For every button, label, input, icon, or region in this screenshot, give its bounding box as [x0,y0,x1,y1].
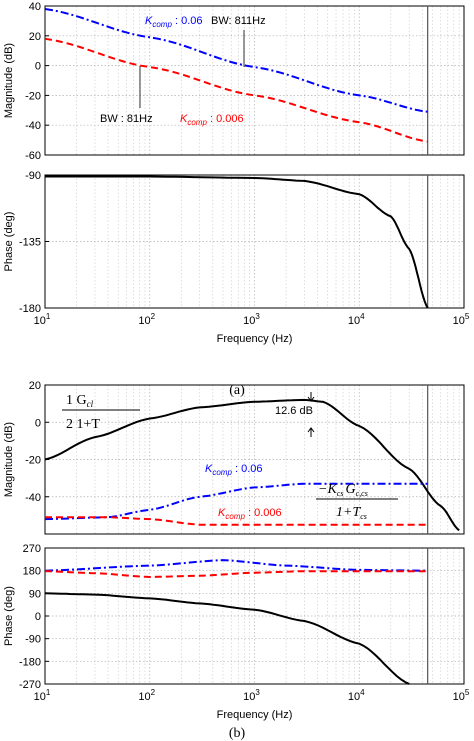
b-phase-grid [45,548,464,684]
b-phase-xtick-label: 101 [34,688,51,703]
legend-kcomp-0006-a: Kcomp : 0.006 [180,113,244,127]
b-phase-ylabel: Phase (deg) [3,586,15,646]
a-phase-xtick-label: 104 [348,312,365,327]
b-magnitude-ytick-label: -40 [25,492,41,504]
a-magnitude-ytick-label: 0 [35,61,41,73]
a-magnitude-grid [45,6,464,155]
a-magnitude-ytick-label: -20 [25,90,41,102]
peak-arrow-up-icon [307,427,315,437]
bw-811-label: BW: 811Hz [211,15,266,27]
legend-kcomp-006-a: Kcomp : 0.06 [145,15,202,29]
formula-cs-denominator: 1+Tcs [336,505,367,521]
b-magnitude-ytick-label: 0 [35,417,41,429]
b-magnitude-series-line-1 [44,482,428,521]
a-magnitude-axes-frame [44,5,465,156]
panel-a-magnitude-chart: -60 -40 -20 0 20 40 Magnitude (dB) Kcomp : 0.06… [3,1,465,162]
caption-b: (b) [229,726,246,741]
b-phase-ytick-label: 0 [35,611,41,623]
a-phase-xtick-label: 101 [34,312,51,327]
a-phase-xtick-label: 102 [138,312,155,327]
formula-cs-numerator: −Kcs Gc,cs [318,482,368,498]
caption-a: (a) [229,383,245,398]
b-magnitude-ytick-label: 20 [29,380,41,392]
b-magnitude-ytick-label: -20 [25,455,41,467]
peak-arrow-down-icon [307,392,315,402]
panel-a-phase-chart: -180 -135 -90 101 102 103 104 105 Phase (deg) Fre… [3,170,470,345]
a-phase-grid [45,175,464,308]
b-phase-xtick-label: 105 [453,688,470,703]
b-phase-ytick-label: 180 [23,566,41,578]
a-phase-xtick-label: 105 [453,312,470,327]
panel-b-magnitude-chart: -40 -20 0 20 Magnitude (dB) 1 Gcl 2 1+T 12.6 dB… [3,380,465,535]
b-magnitude-ylabel: Magnitude (dB) [3,422,15,497]
b-phase-ytick-label: 270 [23,543,41,555]
a-magnitude-ytick-label: 20 [29,31,41,43]
b-phase-ytick-label: -90 [25,634,41,646]
b-magnitude-grid [45,385,464,534]
a-phase-series-line-0 [45,175,429,309]
legend-kcomp-006-b: Kcomp : 0.06 [205,463,262,477]
a-magnitude-series-line-1 [44,37,428,143]
b-phase-series-line-0 [44,559,428,572]
a-phase-ytick-label: -135 [19,237,41,249]
b-phase-xlabel: Frequency (Hz) [217,709,293,721]
b-phase-series-line-1 [44,570,428,579]
b-phase-xtick-label: 102 [138,688,155,703]
a-phase-ytick-label: -180 [19,303,41,315]
peak-12-6db-label: 12.6 dB [275,405,313,417]
panel-b-phase-chart: -270 -180 -90 0 90 180 270 101 102 103 104 105 Phase… [3,543,470,721]
b-phase-ytick-label: -180 [19,656,41,668]
a-phase-xtick-label: 103 [243,312,260,327]
a-phase-ytick-label: -90 [25,170,41,182]
b-magnitude-series-line-0 [44,398,460,532]
a-magnitude-ylabel: Magnitude (dB) [3,43,15,118]
a-phase-xlabel: Frequency (Hz) [217,333,293,345]
b-phase-xtick-label: 103 [243,688,260,703]
a-magnitude-ytick-label: -60 [25,150,41,162]
a-phase-ylabel: Phase (deg) [3,212,15,272]
formula-closed-loop-numerator: 1 Gcl [66,393,94,409]
b-magnitude-series-line-2 [45,516,428,526]
a-magnitude-ytick-label: 40 [29,1,41,13]
b-phase-ytick-label: -270 [19,679,41,691]
bw-81-label: BW : 81Hz [100,113,153,125]
legend-kcomp-0006-b: Kcomp : 0.006 [218,507,282,521]
b-phase-series-line-2 [44,592,410,685]
b-phase-ytick-label: 90 [29,588,41,600]
b-phase-xtick-label: 104 [348,688,365,703]
formula-closed-loop-denominator: 2 1+T [66,417,100,432]
a-magnitude-ytick-label: -40 [25,120,41,132]
